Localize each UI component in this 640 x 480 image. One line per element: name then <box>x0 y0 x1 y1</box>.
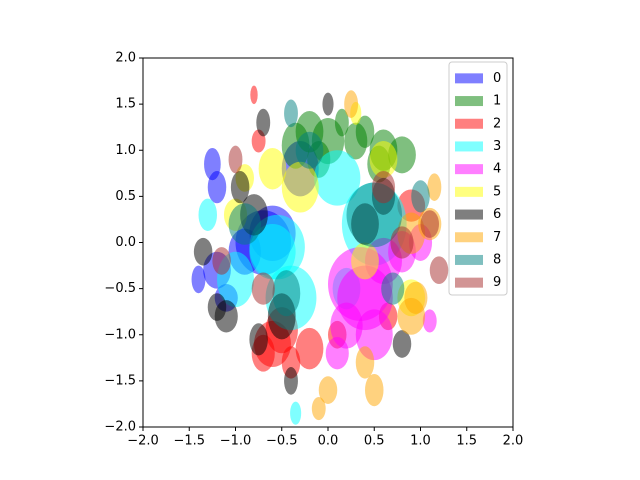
legend-swatch <box>455 209 483 220</box>
x-tick-label: 1.0 <box>410 434 431 449</box>
ellipse-mark <box>212 247 231 275</box>
plot-area <box>191 85 449 425</box>
y-tick-label: −0.5 <box>104 281 136 296</box>
legend-label: 8 <box>493 252 501 267</box>
legend-swatch <box>455 96 483 107</box>
ellipse-mark <box>325 337 349 370</box>
legend-swatch <box>455 186 483 197</box>
ellipse-mark <box>228 145 243 174</box>
ellipse-mark <box>228 203 261 245</box>
ellipse-mark <box>207 293 227 321</box>
ellipse-mark <box>429 256 449 285</box>
y-tick-label: 1.5 <box>115 97 136 112</box>
ellipse-mark <box>314 150 361 206</box>
x-tick-label: 0.0 <box>318 434 339 449</box>
legend-label: 5 <box>493 184 501 199</box>
legend-label: 1 <box>493 94 501 109</box>
y-tick-label: 0.5 <box>115 189 136 204</box>
ellipse-mark <box>281 161 319 213</box>
ellipse-mark <box>272 270 301 317</box>
legend-label: 4 <box>493 162 501 177</box>
legend-label: 0 <box>493 71 501 86</box>
y-tick-label: 2.0 <box>115 51 136 66</box>
ellipse-mark <box>322 92 334 116</box>
y-tick-label: 0.0 <box>115 235 136 250</box>
y-tick-label: −1.5 <box>104 373 136 388</box>
legend-label: 3 <box>493 139 501 154</box>
ellipse-mark <box>204 147 221 181</box>
ellipse-mark <box>295 131 324 169</box>
ellipse-mark <box>355 115 375 148</box>
legend-swatch <box>455 141 483 152</box>
y-tick-label: 1.0 <box>115 143 136 158</box>
ellipse-mark <box>404 281 428 314</box>
ellipse-mark <box>230 171 250 204</box>
legend-label: 6 <box>493 207 501 222</box>
ellipse-mark <box>344 90 359 118</box>
legend-swatch <box>455 232 483 243</box>
legend-swatch <box>455 254 483 265</box>
ellipse-mark <box>422 309 437 333</box>
x-tick-label: 0.5 <box>364 434 385 449</box>
ellipse-mark <box>295 327 324 370</box>
ellipse-mark <box>198 198 217 231</box>
ellipse-mark <box>427 173 442 201</box>
ellipse-mark <box>249 214 305 280</box>
ellipse-mark <box>251 272 275 305</box>
ellipse-mark <box>318 376 338 404</box>
y-tick-label: −2.0 <box>104 420 136 435</box>
ellipse-mark <box>420 210 439 238</box>
ellipse-mark <box>392 330 412 358</box>
ellipse-mark <box>284 367 298 395</box>
axes: −2.0 −1.5 −1.0 −0.5 0.0 0.5 1.0 1.5 2.0−2.0−1.5−… <box>104 51 523 449</box>
ellipse-mark <box>284 99 298 128</box>
legend-swatch <box>455 73 483 84</box>
y-tick-label: −1.0 <box>104 327 136 342</box>
ellipse-mark <box>191 265 206 294</box>
ellipse-mark <box>381 272 405 305</box>
ellipse-mark <box>365 373 384 407</box>
x-tick-label: −1.0 <box>220 434 252 449</box>
legend-label: 9 <box>493 275 501 290</box>
x-tick-label: −0.5 <box>266 434 298 449</box>
ellipse-mark <box>411 180 430 213</box>
x-tick-label: 2.0 <box>503 434 524 449</box>
x-tick-label: −1.5 <box>173 434 205 449</box>
ellipse-mark <box>281 346 301 379</box>
ellipse-mark <box>256 108 271 137</box>
ellipse-mark <box>258 147 287 190</box>
ellipse-mark <box>250 85 258 105</box>
ellipse-mark <box>390 226 414 259</box>
ellipse-mark <box>369 141 398 178</box>
legend-label: 7 <box>493 230 501 245</box>
legend-swatch <box>455 164 483 175</box>
x-tick-label: −2.0 <box>127 434 159 449</box>
ellipse-mark <box>290 401 302 425</box>
ellipse-mark <box>249 323 268 356</box>
legend-label: 2 <box>493 116 501 131</box>
legend-swatch <box>455 118 483 129</box>
x-tick-label: 1.5 <box>456 434 477 449</box>
ellipse-mark <box>193 237 213 266</box>
ellipse-mark <box>351 242 379 280</box>
ellipse-mark <box>311 397 326 421</box>
ellipse-mark <box>371 171 396 204</box>
legend: 0 1 2 3 4 5 6 7 8 9 <box>448 61 508 296</box>
legend-swatch <box>455 277 483 288</box>
ellipse-mark <box>355 346 375 379</box>
ellipse-mark <box>334 108 349 137</box>
